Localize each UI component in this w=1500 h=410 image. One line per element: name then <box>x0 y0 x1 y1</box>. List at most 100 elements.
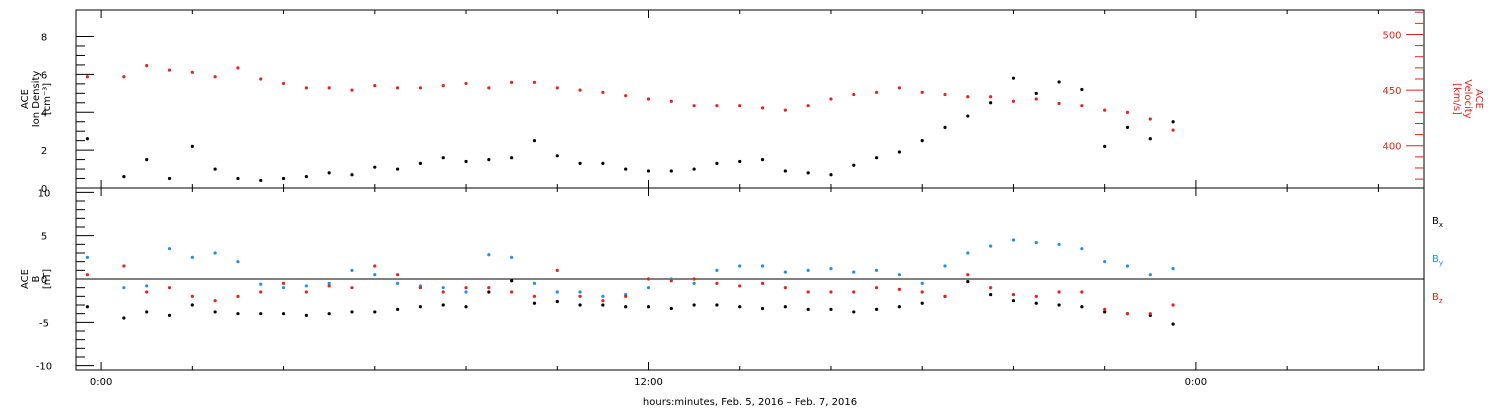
bottom-data-point <box>167 313 172 317</box>
top-data-point <box>738 104 742 108</box>
bottom-data-point <box>373 273 377 277</box>
top-data-point <box>578 88 582 92</box>
bottom-data-point <box>920 281 924 285</box>
top-data-point <box>692 104 696 108</box>
bottom-data-point <box>624 294 628 298</box>
top-data-point <box>783 169 787 173</box>
bottom-data-point <box>715 303 719 307</box>
bottom-data-point <box>555 268 559 272</box>
top-data-point <box>1125 110 1130 114</box>
top-data-point <box>829 97 833 101</box>
bottom-data-point <box>464 305 468 309</box>
bottom-data-point <box>1011 299 1016 303</box>
bottom-data-point <box>783 270 787 274</box>
bottom-data-point <box>190 255 194 259</box>
top-data-point <box>213 167 217 171</box>
bottom-data-point <box>167 286 172 290</box>
legend-bx: Bx <box>1432 216 1443 229</box>
bottom-data-point <box>510 279 514 283</box>
bottom-data-point <box>738 264 742 268</box>
x-tick-label: 0:00 <box>1185 377 1207 388</box>
top-data-point <box>281 176 286 181</box>
bottom-data-point <box>487 286 491 290</box>
bottom-data-point <box>555 299 559 304</box>
top-data-point <box>236 66 240 70</box>
bottom-data-point <box>85 255 90 259</box>
top-data-point <box>122 75 126 79</box>
bottom-data-point <box>760 306 765 311</box>
top-data-point <box>1011 76 1016 80</box>
top-data-point <box>874 156 879 160</box>
bottom-panel-ticks: -10 -5 0 5 10 <box>36 188 1424 373</box>
top-data-point <box>897 86 901 90</box>
bottom-data-point <box>692 277 696 281</box>
bottom-data-point <box>852 270 856 274</box>
bottom-data-point <box>920 290 924 294</box>
bottom-data-point <box>874 286 879 290</box>
bottom-data-point <box>510 255 514 259</box>
bottom-data-point <box>1125 312 1130 316</box>
bottom-data-point <box>167 247 172 251</box>
bottom-data-point <box>350 268 354 272</box>
top-data-point <box>304 86 308 90</box>
bottom-data-point <box>396 281 400 285</box>
bottom-data-point <box>783 305 787 309</box>
bottom-data-point <box>1080 247 1084 251</box>
bottom-data-point <box>738 305 742 309</box>
bottom-data-point <box>396 307 400 311</box>
bottom-data-point <box>852 290 856 294</box>
top-data-point <box>487 86 491 90</box>
bottom-data-point <box>510 290 514 294</box>
bottom-data-point <box>1057 242 1061 246</box>
top-data-point <box>327 171 331 175</box>
top-data-point <box>715 104 719 108</box>
bottom-data-point <box>145 310 149 314</box>
bottom-data-point <box>281 286 286 290</box>
top-left-tick-label: 0 <box>41 184 47 195</box>
top-data-point <box>760 157 765 162</box>
top-data-point <box>418 161 423 165</box>
bottom-data-point <box>989 293 993 297</box>
bottom-data-point <box>1171 267 1175 271</box>
bottom-data-point <box>441 290 445 294</box>
bottom-ylabel-line1: ACE <box>20 269 31 289</box>
top-data-point <box>783 108 787 112</box>
bottom-data-point <box>464 290 468 294</box>
top-data-point <box>601 161 605 165</box>
bottom-data-point <box>327 284 331 288</box>
bottom-data-point <box>966 273 970 277</box>
bottom-data-point <box>1171 322 1175 326</box>
bottom-data-point <box>601 303 605 307</box>
bottom-data-point <box>897 273 901 277</box>
top-data-point <box>190 144 194 148</box>
bottom-data-point <box>304 313 308 317</box>
bottom-tick-label: -10 <box>36 362 52 373</box>
bottom-data-point <box>259 282 263 286</box>
bottom-ylabel: ACE B [nT] <box>20 269 53 289</box>
bottom-data-point <box>1034 241 1038 245</box>
top-data-point <box>897 150 901 154</box>
bottom-data-point <box>145 284 149 288</box>
top-data-point <box>806 171 810 175</box>
top-data-point <box>281 81 286 86</box>
bottom-data-point <box>532 301 537 305</box>
bottom-data-point <box>1103 310 1107 314</box>
top-data-point <box>1125 125 1130 130</box>
bottom-data-point <box>1034 294 1038 298</box>
bottom-data-point <box>943 294 947 298</box>
bottom-data-point <box>760 264 765 268</box>
bottom-tick-label: 10 <box>38 188 51 199</box>
bottom-data-point <box>829 267 833 271</box>
top-data-point <box>236 176 240 181</box>
top-left-tick-label: 6 <box>41 70 47 81</box>
top-left-tick-label: 4 <box>41 108 47 119</box>
bottom-data-point <box>943 264 947 268</box>
bottom-data-point <box>350 310 354 314</box>
bottom-data-point <box>1103 260 1107 264</box>
top-right-ylabel: ACE Velocity [km/s] <box>1451 79 1484 118</box>
bottom-data-point <box>1148 312 1152 316</box>
bottom-data-point <box>441 286 445 290</box>
bottom-data-point <box>646 277 651 281</box>
top-left-tick-label: 8 <box>41 33 47 44</box>
top-data-point <box>555 86 559 90</box>
